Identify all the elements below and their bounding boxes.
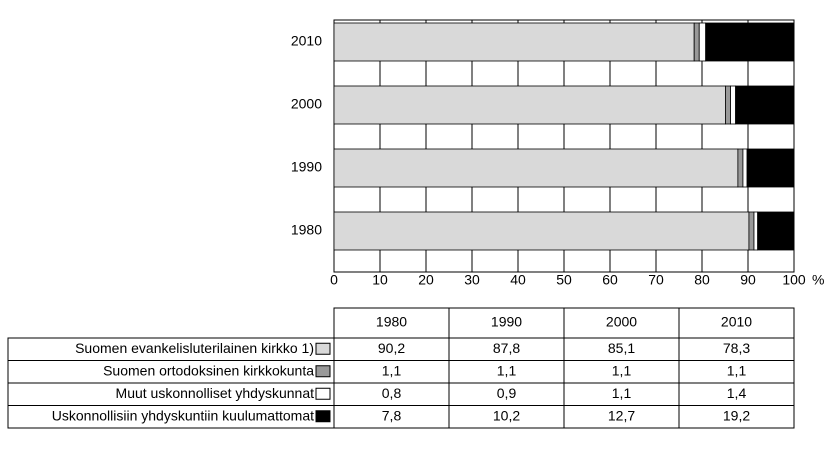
x-tick-label: 50 (556, 272, 572, 288)
table-value: 19,2 (723, 407, 750, 423)
bar-segment (753, 211, 759, 251)
table-value: 0,8 (382, 385, 402, 401)
bar-segment (730, 85, 736, 125)
legend-swatch (315, 365, 331, 378)
legend-swatch (315, 342, 331, 355)
y-tick-label: 2000 (291, 96, 322, 112)
x-tick-label: 40 (510, 272, 526, 288)
bar-segment (735, 85, 795, 125)
bar-segment (746, 148, 795, 188)
table-value: 0,9 (497, 385, 517, 401)
table-value: 10,2 (493, 407, 520, 423)
table-value: 1,1 (612, 385, 632, 401)
bar-segment (333, 211, 750, 251)
bar-segment (333, 22, 695, 62)
bar-segment (705, 22, 795, 62)
bar-segment (725, 85, 731, 125)
y-tick-label: 1980 (291, 222, 322, 238)
y-tick-label: 2010 (291, 33, 322, 49)
bar-segment (737, 148, 744, 188)
table-value: 87,8 (493, 340, 520, 356)
table-header: 2000 (606, 314, 637, 330)
table-value: 78,3 (723, 340, 750, 356)
x-tick-label: 0 (330, 272, 338, 288)
table-value: 7,8 (382, 407, 402, 423)
table-value: 1,1 (612, 362, 632, 378)
legend-swatch (315, 387, 331, 400)
bar-segment (333, 148, 739, 188)
bar-segment (748, 211, 755, 251)
x-tick-label: 20 (418, 272, 434, 288)
legend-label: Suomen evankelisluterilainen kirkko 1) (75, 340, 314, 356)
bar-segment (757, 211, 794, 251)
table-value: 1,4 (727, 385, 747, 401)
bar-segment (698, 22, 707, 62)
table-value: 85,1 (608, 340, 635, 356)
table-header: 2010 (721, 314, 752, 330)
table-value: 1,1 (497, 362, 517, 378)
legend-label: Suomen ortodoksinen kirkkokunta (103, 362, 314, 378)
x-tick-label: 70 (648, 272, 664, 288)
x-tick-label: 80 (694, 272, 710, 288)
table-value: 1,1 (727, 362, 747, 378)
bar-segment (333, 85, 726, 125)
table-value: 1,1 (382, 362, 402, 378)
x-tick-label: 100 (782, 272, 806, 288)
x-tick-label: 90 (740, 272, 756, 288)
table-header: 1990 (491, 314, 522, 330)
x-tick-label: 30 (464, 272, 480, 288)
x-axis-unit: % (812, 272, 824, 288)
legend-label: Muut uskonnolliset yhdyskunnat (116, 385, 315, 401)
table-header: 1980 (376, 314, 407, 330)
bar-segment (742, 148, 748, 188)
y-tick-label: 1990 (291, 159, 322, 175)
x-tick-label: 10 (372, 272, 388, 288)
legend-swatch (315, 410, 331, 423)
legend-label: Uskonnollisiin yhdyskuntiin kuulumattoma… (52, 407, 314, 423)
bar-segment (693, 22, 700, 62)
x-tick-label: 60 (602, 272, 618, 288)
table-value: 90,2 (378, 340, 405, 356)
table-value: 12,7 (608, 407, 635, 423)
